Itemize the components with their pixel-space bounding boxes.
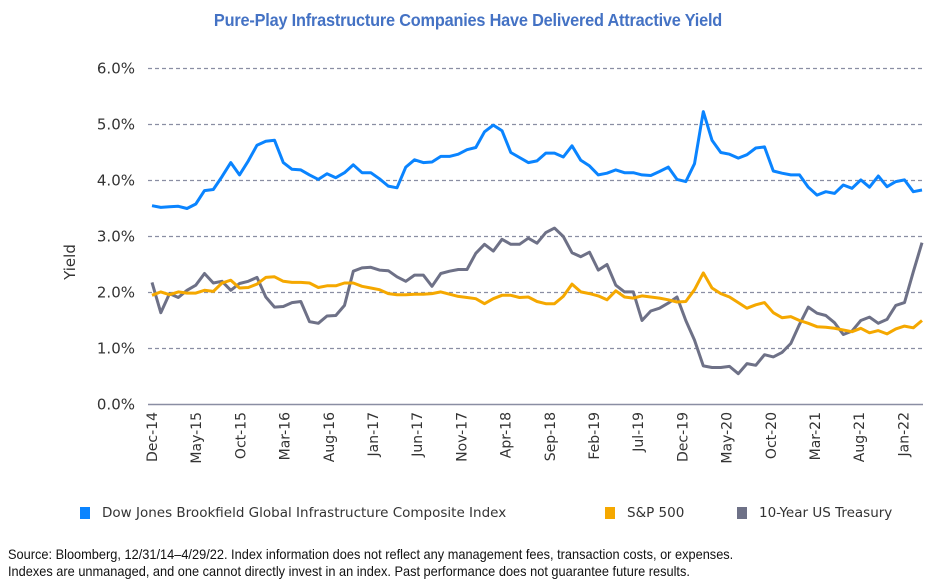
y-tick-label: 6.0% <box>97 60 135 78</box>
x-tick-label: Mar-21 <box>808 412 824 460</box>
y-tick-label: 0.0% <box>97 396 135 414</box>
x-axis-ticks: Dec-14 May-15 Oct-15 Mar-16 Aug-16 Jan-17 Jun-… <box>145 412 912 464</box>
x-tick-label: Aug-21 <box>852 412 868 462</box>
x-tick-label: Jan-17 <box>366 412 382 457</box>
series-line-10-year-us-treasury <box>150 226 924 376</box>
source-footnote: Source: Bloomberg, 12/31/14–4/29/22. Ind… <box>8 546 933 580</box>
gridlines <box>148 67 923 350</box>
x-tick-label: Nov-17 <box>454 412 470 462</box>
y-tick-label: 5.0% <box>97 116 135 134</box>
series-lines <box>150 110 924 376</box>
source-line-1: Source: Bloomberg, 12/31/14–4/29/22. Ind… <box>8 547 734 562</box>
x-tick-label: Jan-22 <box>896 412 912 457</box>
x-tick-label: Apr-18 <box>499 412 515 458</box>
legend-item-sp500: S&P 500 <box>605 505 684 521</box>
x-tick-label: Mar-16 <box>278 412 294 460</box>
legend-swatch <box>80 507 90 519</box>
line-chart: 0.0% 1.0% 2.0% 3.0% 4.0% 5.0% 6.0% Yield Dec-1… <box>61 60 924 464</box>
legend-item-10-year-treasury: 10-Year US Treasury <box>737 505 892 521</box>
x-tick-label: Jun-17 <box>410 412 426 458</box>
x-tick-label: Oct-15 <box>233 412 249 459</box>
legend-item-infrastructure-index: Dow Jones Brookfield Global Infrastructu… <box>80 505 506 521</box>
y-tick-label: 3.0% <box>97 228 135 246</box>
series-line-dow-jones-brookfield-global-infrastructure-composite-index <box>151 110 923 210</box>
legend-label: S&P 500 <box>627 505 685 521</box>
x-tick-label: May-15 <box>189 412 205 464</box>
chart-title: Pure-Play Infrastructure Companies Have … <box>213 10 723 30</box>
x-tick-label: Feb-19 <box>587 412 603 460</box>
source-line-2: Indexes are unmanaged, and one cannot di… <box>8 564 690 579</box>
y-tick-label: 4.0% <box>97 172 135 190</box>
x-tick-label: Sep-18 <box>543 412 559 461</box>
x-tick-label: Dec-14 <box>145 412 161 462</box>
x-tick-label: May-20 <box>720 412 736 464</box>
legend-swatch <box>605 507 615 519</box>
legend-swatch <box>737 507 747 519</box>
legend-label: Dow Jones Brookfield Global Infrastructu… <box>102 505 507 521</box>
x-tick-label: Jul-19 <box>631 412 647 453</box>
x-tick-label: Dec-19 <box>675 412 691 462</box>
x-tick-label: Aug-16 <box>322 412 338 462</box>
y-axis-ticks: 0.0% 1.0% 2.0% 3.0% 4.0% 5.0% 6.0% <box>97 60 135 414</box>
y-axis-label: Yield <box>61 244 79 281</box>
legend-label: 10-Year US Treasury <box>759 505 893 521</box>
x-tick-label: Oct-20 <box>764 412 780 459</box>
series-line-s-p-500 <box>151 271 923 336</box>
y-tick-label: 2.0% <box>97 284 135 302</box>
legend: Dow Jones Brookfield Global Infrastructu… <box>0 505 936 525</box>
y-tick-label: 1.0% <box>97 340 135 358</box>
